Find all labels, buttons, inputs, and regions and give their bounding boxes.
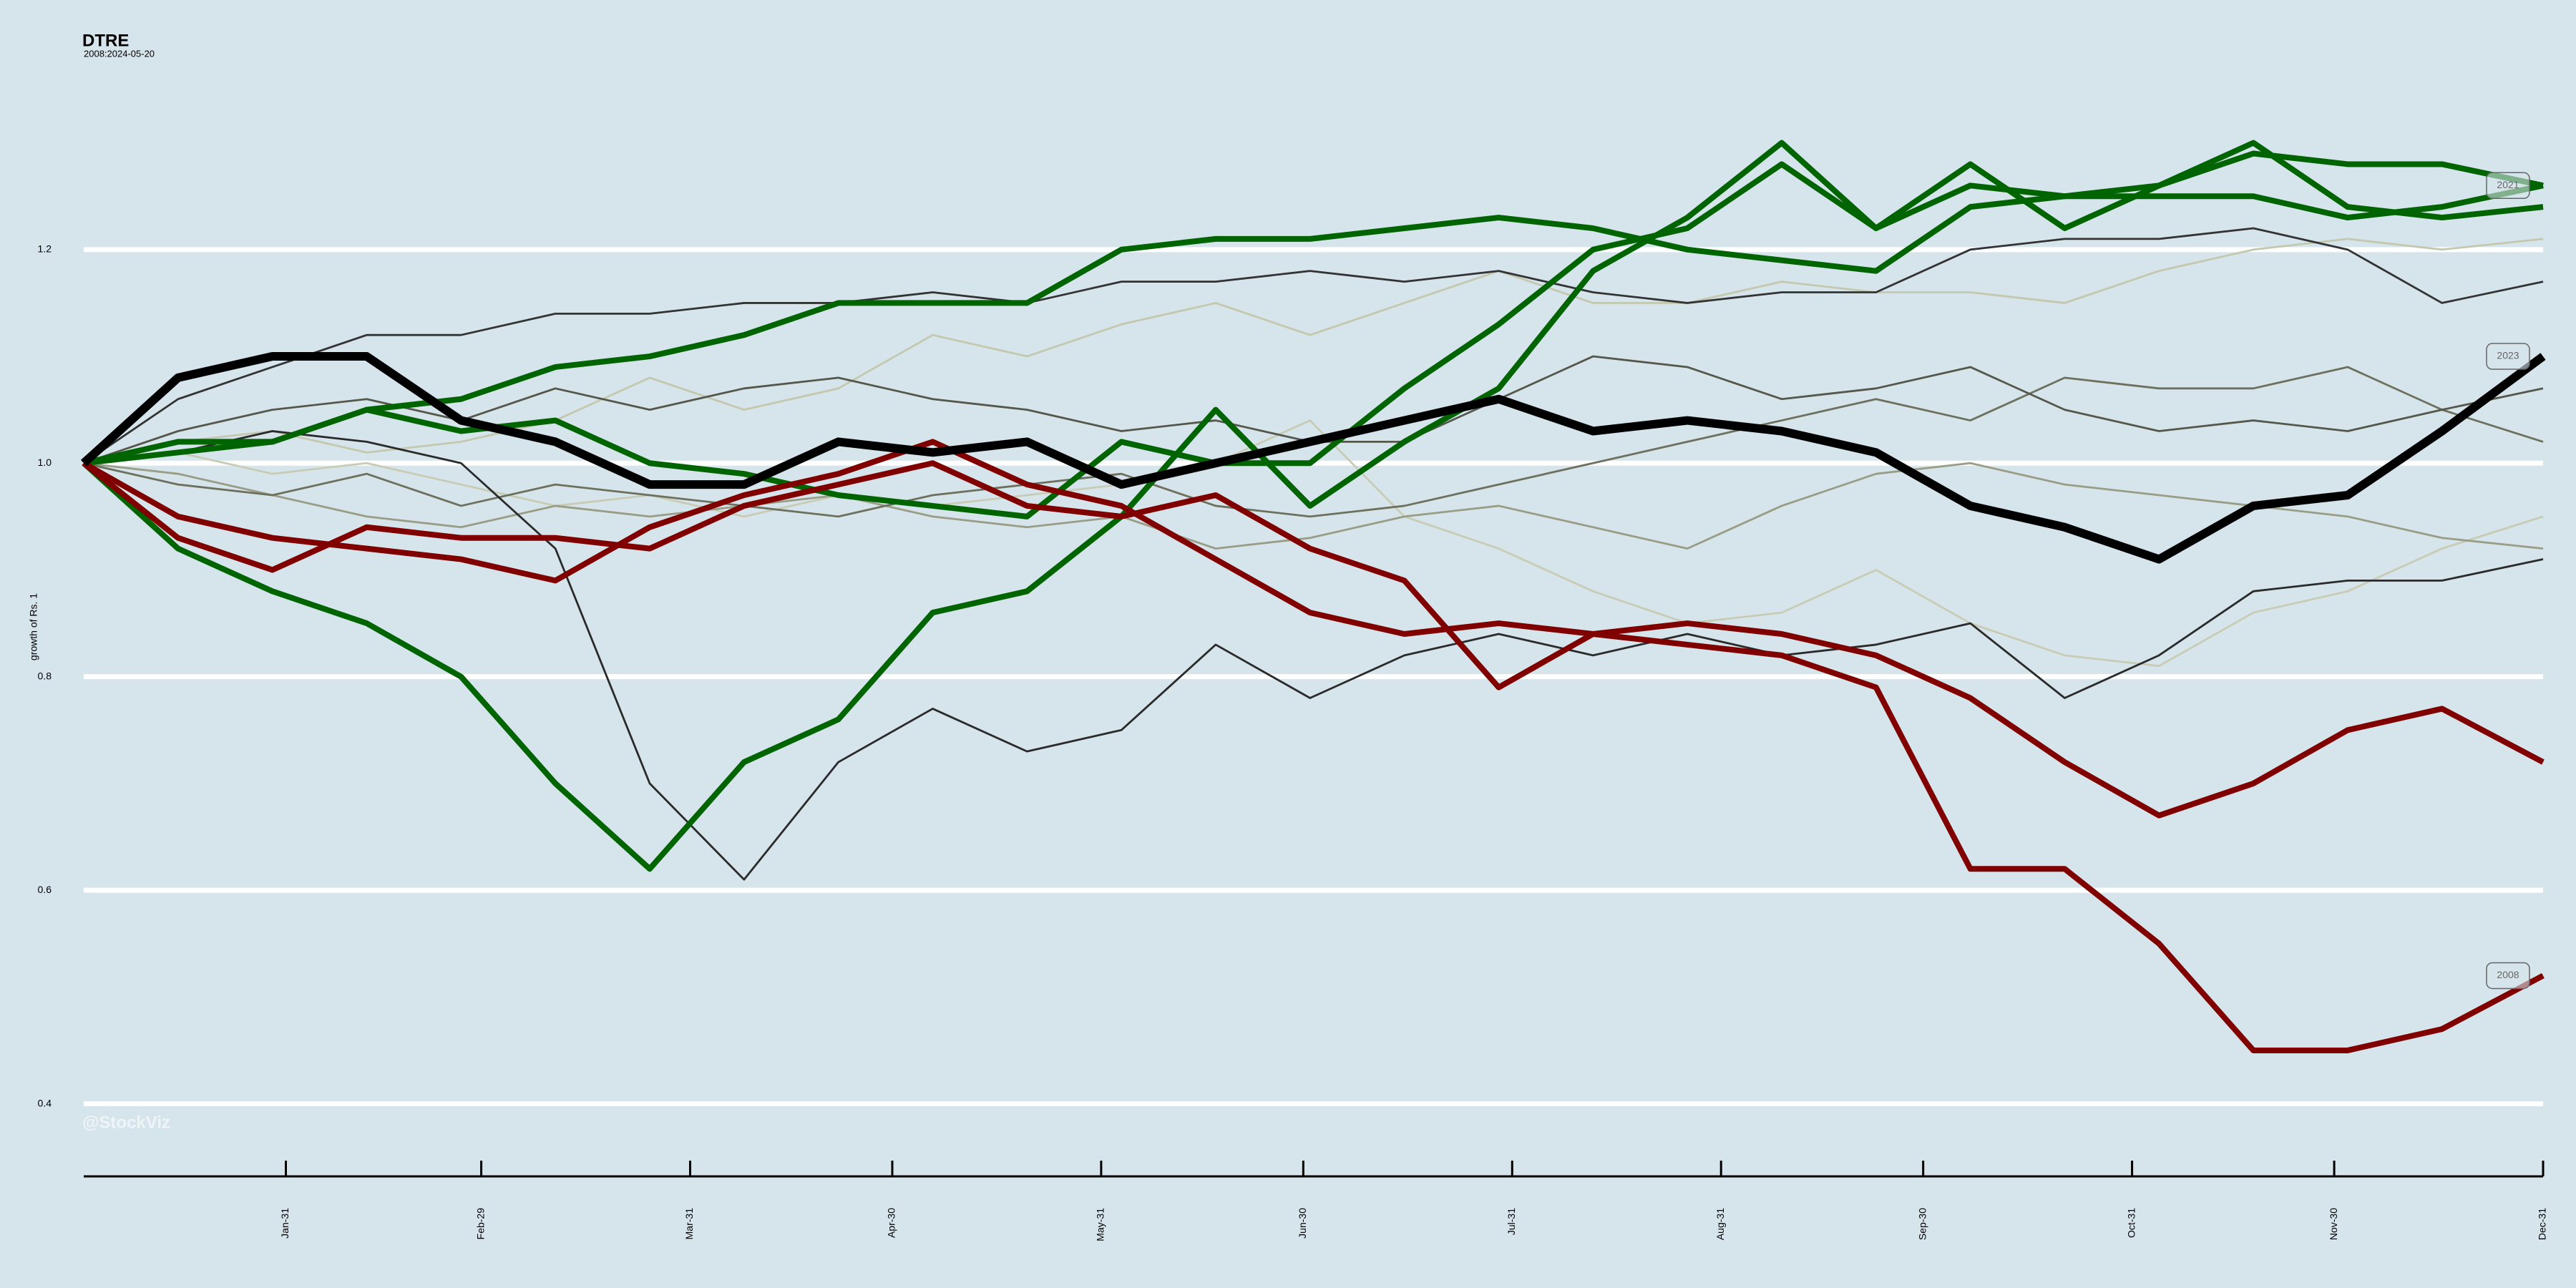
series-line bbox=[80, 352, 2546, 564]
x-tick-label: Aug-31 bbox=[1714, 1208, 1726, 1240]
x-tick-label: Apr-30 bbox=[886, 1208, 897, 1238]
x-tick-label: May-31 bbox=[1095, 1208, 1106, 1241]
legend-label: 2023 bbox=[2497, 350, 2519, 361]
series-line bbox=[82, 460, 2545, 819]
series-line bbox=[83, 430, 2544, 881]
series-line bbox=[83, 462, 2544, 550]
series-label-box bbox=[2486, 343, 2530, 370]
x-tick-label: Oct-31 bbox=[2125, 1208, 2137, 1238]
x-tick-label: Jul-31 bbox=[1506, 1208, 1517, 1235]
x-tick-label: Sep-30 bbox=[1916, 1208, 1928, 1240]
x-tick-label: Dec-31 bbox=[2537, 1208, 2548, 1240]
legend-label: 2008 bbox=[2497, 969, 2519, 980]
y-tick-label: 0.6 bbox=[38, 884, 52, 895]
series-label-box bbox=[2486, 962, 2530, 990]
x-tick-label: Jan-31 bbox=[279, 1208, 291, 1239]
series-line bbox=[82, 439, 2545, 1053]
series-line bbox=[83, 227, 2544, 464]
y-tick-label: 1.0 bbox=[38, 457, 52, 468]
y-tick-label: 0.4 bbox=[38, 1097, 52, 1108]
x-tick-label: Feb-29 bbox=[474, 1208, 486, 1240]
y-tick-label: 0.8 bbox=[38, 670, 52, 681]
series-line bbox=[83, 182, 2544, 467]
chart-title: DTRE bbox=[82, 31, 129, 50]
y-tick-label: 1.2 bbox=[38, 243, 52, 255]
y-axis-label: growth of Rs. 1 bbox=[28, 593, 39, 660]
series-line bbox=[82, 140, 2544, 872]
watermark: @StockViz bbox=[82, 1113, 170, 1132]
series-line bbox=[83, 238, 2544, 464]
series-line bbox=[83, 366, 2544, 518]
legend-label: 2021 bbox=[2497, 179, 2519, 190]
series-label-box bbox=[2486, 172, 2530, 200]
x-tick-label: Nov-30 bbox=[2328, 1208, 2339, 1240]
chart-subtitle: 2008:2024-05-20 bbox=[84, 48, 155, 59]
x-tick-label: Mar-31 bbox=[683, 1208, 695, 1240]
x-tick-label: Jun-30 bbox=[1297, 1208, 1308, 1239]
